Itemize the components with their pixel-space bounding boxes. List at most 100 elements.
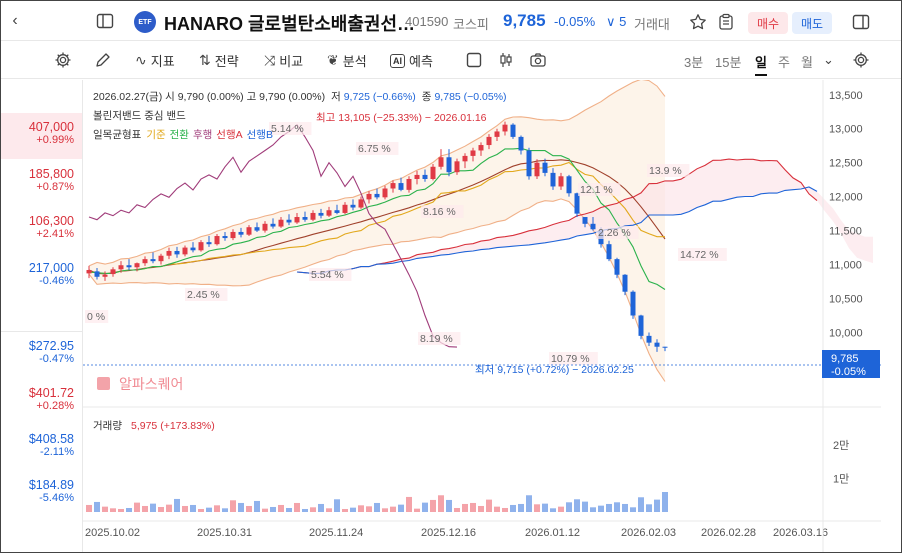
current-price: 9,785 [503,11,546,30]
candlestick-type-icon[interactable] [494,48,518,72]
x-tick-label: 2025.10.02 [85,527,140,539]
square-select-icon[interactable] [462,48,486,72]
volume-change: ∨ 5 [606,14,627,29]
candle-body [118,265,124,270]
volume-bar [366,506,372,512]
candle-body [406,178,412,190]
compare-pct: -2.11% [39,446,74,458]
volume-bar [462,503,468,512]
volume-bar [374,502,380,512]
period-3min[interactable]: 3분 [684,55,704,70]
etf-badge: ETF [134,11,156,33]
volume-bar [566,502,572,512]
pct-label-bg [85,310,109,323]
pct-label-bg [578,183,621,196]
strategy-button[interactable]: ⇅ 전략 [199,51,239,70]
volume-value: 5,975 (+173.83%) [131,420,215,432]
panel-toggle-icon[interactable] [849,10,873,34]
compare-button[interactable]: ⤨ 비교 [264,51,303,70]
period-15min[interactable]: 15분 [715,55,742,70]
compare-divider [1,331,82,332]
indicator-button[interactable]: ∿ 지표 [135,51,175,70]
ichimoku-spanA-line [296,158,818,274]
candle-body [334,210,340,213]
ohlc-legend: 2026.02.27(금) 시 9,790 (0.00%) 고 9,790 (0… [93,91,507,103]
compare-item[interactable]: $184.89 -5.46% [1,478,82,504]
settings-gear-icon[interactable] [51,48,75,72]
compare-pct: -0.47% [39,353,74,365]
back-chevron-icon[interactable]: ‹ [12,12,18,29]
candle-body [278,219,284,227]
volume-bar [638,497,644,512]
candle-body [590,223,596,230]
candle-body [462,155,468,162]
volume-bar [662,492,668,512]
candle-body [302,217,308,220]
volume-bar [102,506,108,512]
bollinger-legend: 볼린저밴드 중심 밴드 [93,110,186,122]
volume-bar [326,508,332,512]
period-week[interactable]: 주 [778,55,790,70]
compare-item[interactable]: $408.58 -2.11% [1,432,82,458]
price-chart[interactable]: 13,500 13,000 12,500 12,000 11,500 11,000 10,5… [83,80,881,552]
candle-body [86,269,92,274]
sidebar-toggle-icon[interactable] [93,9,117,33]
compare-pct: +0.99% [36,134,74,146]
compare-item[interactable]: 185,800 +0.87% [1,167,82,193]
chart-settings-gear-icon[interactable] [849,48,873,72]
volume-bar [182,505,188,512]
sell-button[interactable]: 매도 [792,12,832,34]
volume-bar [238,502,244,512]
candle-body [238,231,244,235]
analysis-button[interactable]: ❦ 분석 [327,51,367,70]
y-tick-label: 11,500 [829,226,862,238]
pct-label: 2.45 % [187,289,220,301]
candle-body [318,212,324,216]
volume-bar [158,506,164,512]
stock-title[interactable]: HANARO 글로벌탄소배출권선… [164,14,416,34]
candle-body [358,199,364,208]
compare-value: $408.58 [28,432,74,446]
candle-body [174,250,180,255]
compare-item[interactable]: $272.95 -0.47% [1,339,82,365]
compare-item[interactable]: $401.72 +0.28% [1,386,82,412]
volume-bar [574,499,580,512]
compare-list-panel: 407,000 +0.99% 185,800 +0.87% 106,300 +2… [1,80,83,552]
y-tick-label: 11,000 [829,260,862,272]
candle-body [366,193,372,200]
volume-bar [278,504,284,512]
band-layer [89,80,873,382]
buy-button[interactable]: 매수 [748,12,788,34]
candle-body [214,236,220,245]
compare-item[interactable]: 106,300 +2.41% [1,214,82,240]
period-dropdown-chevron-icon[interactable]: ⌄ [823,52,834,67]
candle-body [182,247,188,255]
candle-body [134,263,140,268]
volume-bar [350,507,356,512]
volume-bar [454,507,460,512]
candle-body [478,145,484,151]
pct-label: 6.75 % [358,143,391,155]
period-day[interactable]: 일 [755,52,767,76]
volume-bar [126,507,132,512]
compare-item[interactable]: 407,000 +0.99% [1,113,82,159]
volume-bar [582,501,588,512]
pencil-draw-icon[interactable] [91,48,115,72]
candle-body [158,255,164,262]
volume-bar [622,503,628,512]
volume-bar [222,508,228,512]
volume-bar [598,505,604,512]
star-icon[interactable] [686,10,710,34]
clipboard-icon[interactable] [714,10,738,34]
period-month[interactable]: 월 [801,55,813,70]
y-tick-label: 13,500 [829,90,863,102]
forecast-button[interactable]: AI 예측 [390,51,433,70]
compare-label: 비교 [279,54,304,69]
camera-icon[interactable] [526,48,550,72]
volume-bar [134,502,140,512]
x-tick-label: 2025.11.24 [309,527,363,539]
compare-item[interactable]: 217,000 -0.46% [1,261,82,287]
candle-body [350,204,356,208]
candle-body [542,162,548,173]
pct-label-bg [309,268,352,281]
